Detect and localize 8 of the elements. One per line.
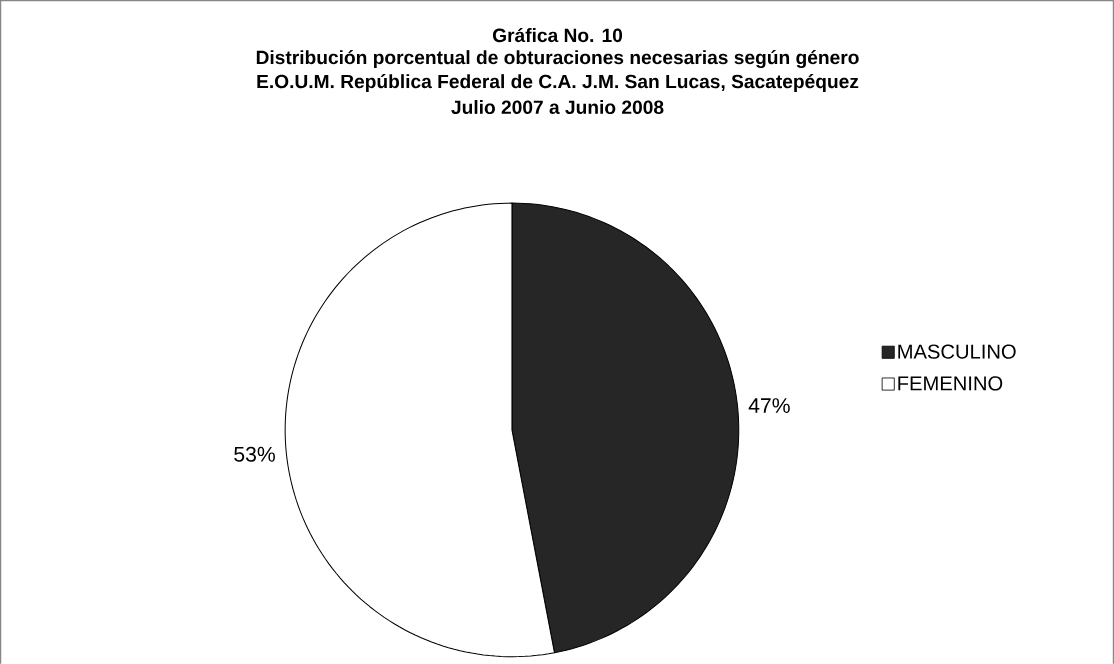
data-label: 47% [748, 397, 790, 413]
chart-subtitle: Distribución porcentual de obturaciones necesarias según género [256, 49, 859, 68]
data-label: 53% [234, 446, 275, 462]
chart-title: Gráfica No. 10 [492, 27, 623, 42]
legend-label: MASCULINO [898, 344, 1016, 359]
text: E.O.U.M. República Federal de C.A. J.M. San Lucas, Sacatepéquez [257, 73, 859, 92]
text: Julio 2007 a Junio 2008 [451, 99, 664, 114]
legend-label: FEMENINO [898, 376, 1003, 391]
